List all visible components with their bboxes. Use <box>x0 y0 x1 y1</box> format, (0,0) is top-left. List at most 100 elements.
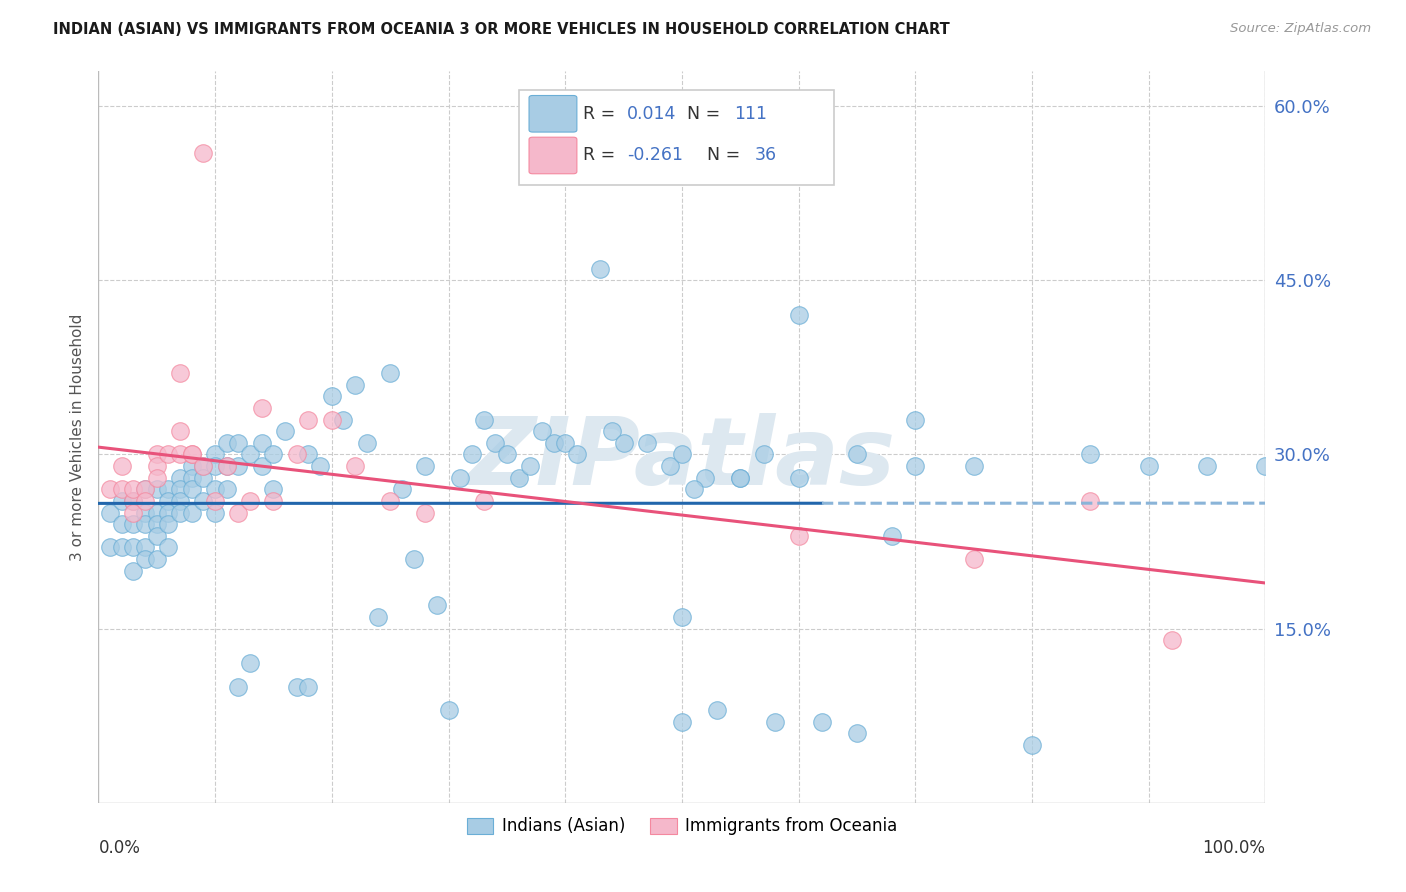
Point <box>239 448 262 462</box>
Point <box>589 261 612 276</box>
Point <box>193 471 215 485</box>
Point <box>134 494 156 508</box>
Point <box>122 494 145 508</box>
Point <box>1080 494 1102 508</box>
Point <box>1161 633 1184 648</box>
Point <box>846 726 869 740</box>
Point <box>169 471 191 485</box>
Text: 0.0%: 0.0% <box>98 839 141 857</box>
Point <box>496 448 519 462</box>
Point <box>157 517 180 532</box>
Point <box>787 471 810 485</box>
Point <box>111 483 134 497</box>
Point <box>169 366 191 380</box>
Text: 36: 36 <box>754 146 776 164</box>
FancyBboxPatch shape <box>529 95 576 132</box>
Point <box>215 483 238 497</box>
Point <box>367 610 389 624</box>
Y-axis label: 3 or more Vehicles in Household: 3 or more Vehicles in Household <box>69 313 84 561</box>
Point <box>530 424 553 438</box>
Text: 111: 111 <box>734 104 768 123</box>
Point <box>204 506 226 520</box>
Point <box>169 448 191 462</box>
Point <box>169 506 191 520</box>
Point <box>98 483 121 497</box>
Point <box>682 483 704 497</box>
Point <box>122 494 145 508</box>
Point <box>204 459 226 474</box>
Point <box>402 552 425 566</box>
Point <box>228 436 250 450</box>
Point <box>484 436 506 450</box>
Point <box>695 471 717 485</box>
Text: R =: R = <box>582 146 620 164</box>
Point <box>904 459 927 474</box>
Point <box>285 448 308 462</box>
Point <box>730 471 752 485</box>
Point <box>193 459 215 474</box>
Point <box>215 459 238 474</box>
Point <box>157 494 180 508</box>
Point <box>600 424 623 438</box>
Point <box>250 401 273 415</box>
Point <box>344 377 367 392</box>
Point <box>180 448 202 462</box>
Point <box>204 448 226 462</box>
Point <box>228 680 250 694</box>
Point <box>111 494 134 508</box>
Point <box>543 436 565 450</box>
Point <box>671 714 693 729</box>
Point <box>134 541 156 555</box>
Point <box>215 459 238 474</box>
Point <box>356 436 378 450</box>
Point <box>180 506 202 520</box>
Point <box>239 657 262 671</box>
Point <box>449 471 471 485</box>
Text: -0.261: -0.261 <box>627 146 683 164</box>
Point <box>613 436 636 450</box>
Point <box>122 564 145 578</box>
Point <box>98 541 121 555</box>
Point <box>157 506 180 520</box>
Point <box>169 494 191 508</box>
Point <box>321 389 343 403</box>
Point <box>671 448 693 462</box>
Text: 0.014: 0.014 <box>627 104 676 123</box>
Point <box>239 494 262 508</box>
Point <box>285 680 308 694</box>
Point <box>752 448 775 462</box>
Point <box>787 529 810 543</box>
Point <box>180 483 202 497</box>
Point <box>309 459 332 474</box>
Text: R =: R = <box>582 104 620 123</box>
Point <box>332 412 354 426</box>
Point <box>122 506 145 520</box>
Point <box>193 145 215 160</box>
Point <box>413 459 436 474</box>
Point <box>1195 459 1218 474</box>
Point <box>274 424 297 438</box>
Point <box>297 680 319 694</box>
Point <box>134 506 156 520</box>
Point <box>134 517 156 532</box>
Point <box>111 541 134 555</box>
Point <box>250 436 273 450</box>
Point <box>146 552 169 566</box>
FancyBboxPatch shape <box>529 137 576 174</box>
Point <box>846 448 869 462</box>
Point <box>146 529 169 543</box>
Point <box>1021 738 1043 752</box>
Point <box>1080 448 1102 462</box>
Point <box>204 494 226 508</box>
Point <box>472 412 495 426</box>
Point <box>671 610 693 624</box>
Point <box>111 459 134 474</box>
Point <box>134 483 156 497</box>
Point <box>262 494 284 508</box>
Point <box>1137 459 1160 474</box>
Point <box>763 714 786 729</box>
Point <box>157 448 180 462</box>
Point <box>321 412 343 426</box>
Point <box>297 412 319 426</box>
Point <box>565 448 588 462</box>
